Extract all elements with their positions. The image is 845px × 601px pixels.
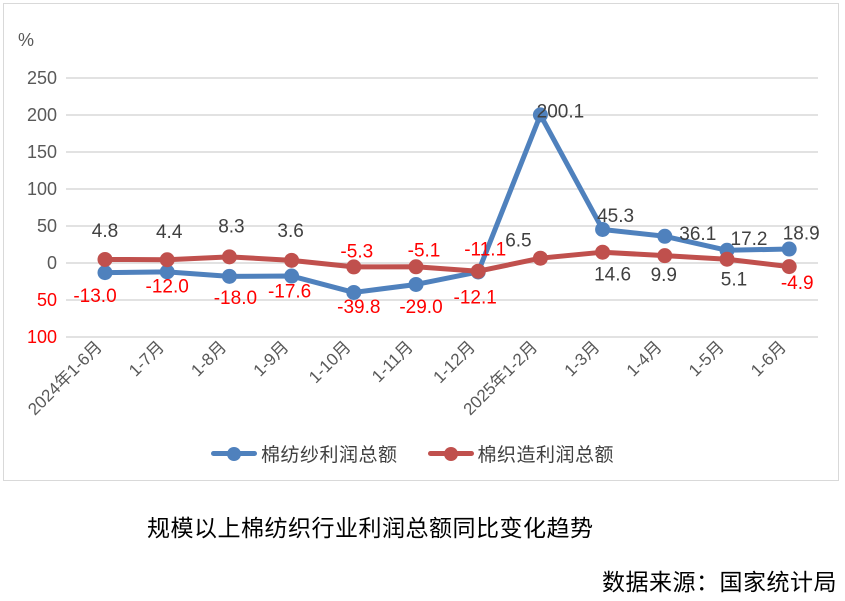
data-point-marker	[657, 248, 673, 264]
data-point-label: -12.1	[454, 287, 497, 308]
data-point-marker	[470, 263, 486, 279]
y-axis-tick-label: 150	[27, 142, 57, 162]
x-axis-tick-label: 1-9月	[250, 337, 293, 380]
data-point-marker	[97, 265, 113, 281]
data-point-label: -5.3	[340, 241, 373, 262]
data-point-label: 5.1	[721, 270, 747, 291]
x-axis-tick-label: 1-5月	[685, 337, 728, 380]
data-point-label: 36.1	[679, 224, 716, 245]
x-axis-tick-label: 1-3月	[561, 337, 604, 380]
y-axis-tick-label: 200	[27, 105, 57, 125]
data-point-marker	[532, 107, 548, 123]
data-point-label: 4.4	[156, 222, 183, 243]
data-point-marker	[781, 241, 797, 257]
y-axis-tick-label: 50	[37, 216, 57, 236]
data-point-label: 9.9	[651, 265, 677, 286]
data-point-label: -5.1	[408, 240, 441, 261]
y-axis-tick-label: 100	[27, 179, 57, 199]
data-point-label: 45.3	[597, 206, 634, 227]
data-point-label: -4.9	[781, 273, 814, 294]
y-axis-tick-label: 250	[27, 68, 57, 88]
data-point-label: -17.6	[268, 282, 311, 303]
data-point-label: -11.1	[464, 240, 506, 261]
x-axis-tick-label: 2024年1-6月	[24, 337, 106, 419]
x-axis-tick-label: 1-12月	[430, 337, 480, 387]
data-point-marker	[284, 268, 300, 284]
y-axis-tick-label: 100	[27, 327, 57, 347]
legend-line-marker-icon	[427, 446, 474, 461]
data-point-marker	[408, 276, 424, 292]
data-point-label: 6.5	[505, 231, 531, 252]
data-point-marker	[346, 284, 362, 300]
data-point-label: 8.3	[218, 216, 244, 237]
legend: 棉纺纱利润总额 棉织造利润总额	[0, 440, 845, 467]
legend-line-marker-icon	[210, 446, 257, 461]
x-axis-tick-label: 1-11月	[368, 337, 417, 386]
series-line-0	[102, 112, 792, 295]
series-line-1	[102, 249, 792, 274]
x-axis-tick-label: 1-10月	[305, 337, 355, 387]
data-point-marker	[221, 268, 237, 284]
data-point-label: -39.8	[337, 297, 380, 318]
data-point-label: 18.9	[783, 224, 820, 245]
data-point-label: 3.6	[277, 221, 303, 242]
data-point-marker	[97, 251, 113, 267]
data-point-marker	[159, 264, 175, 280]
data-point-marker	[595, 221, 611, 237]
data-point-marker	[719, 251, 735, 267]
data-point-marker	[781, 259, 797, 275]
legend-item-weaving[interactable]: 棉织造利润总额	[427, 440, 615, 467]
legend-label-spinning: 棉纺纱利润总额	[260, 445, 398, 466]
figure-title: 规模以上棉纺织行业利润总额同比变化趋势	[147, 516, 594, 541]
data-point-label: -29.0	[399, 297, 442, 318]
x-axis-tick-label: 1-4月	[623, 337, 666, 380]
data-point-marker	[657, 228, 673, 244]
legend-dot-icon	[226, 446, 241, 461]
data-point-marker	[346, 259, 362, 275]
data-point-label: -18.0	[214, 288, 257, 309]
data-point-label: 14.6	[594, 265, 631, 286]
data-point-marker	[595, 244, 611, 260]
data-point-label: -13.0	[73, 286, 116, 307]
data-point-label: 200.1	[537, 101, 585, 122]
x-axis-tick-label: 1-6月	[747, 337, 790, 380]
data-point-marker	[284, 252, 300, 268]
data-source: 数据来源：国家统计局	[602, 570, 837, 595]
y-axis-unit-label: %	[18, 30, 35, 50]
data-point-label: -12.0	[146, 276, 189, 297]
x-axis-tick-label: 1-7月	[125, 337, 168, 380]
data-point-marker	[408, 259, 424, 275]
y-axis-tick-label: 50	[37, 290, 57, 310]
legend-label-weaving: 棉织造利润总额	[477, 445, 615, 466]
data-point-marker	[532, 250, 548, 266]
x-axis-tick-label: 1-8月	[187, 337, 230, 380]
data-point-label: 4.8	[92, 221, 118, 242]
legend-dot-icon	[443, 446, 458, 461]
data-point-marker	[159, 252, 175, 268]
legend-item-spinning[interactable]: 棉纺纱利润总额	[210, 440, 398, 467]
data-point-marker	[221, 249, 237, 265]
y-axis-tick-label: 0	[47, 253, 57, 273]
data-point-label: 17.2	[731, 229, 768, 250]
